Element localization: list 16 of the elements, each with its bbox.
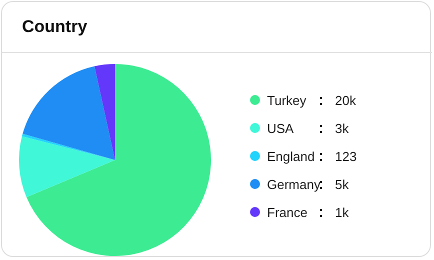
data-label: 123	[335, 148, 357, 164]
pie-slice	[19, 136, 115, 198]
data-label: 3k	[335, 120, 349, 136]
data-label: 5k	[335, 176, 349, 192]
pie-slice	[22, 134, 115, 160]
data-label: 20k	[335, 92, 356, 108]
legend-label: England	[267, 148, 316, 164]
legend-label: USA	[267, 120, 295, 136]
pie-slice	[26, 64, 211, 256]
legend-label: France	[267, 204, 308, 220]
pie-slice	[22, 66, 115, 160]
legend-label: Germany	[267, 176, 320, 192]
data-label: 1k	[335, 204, 349, 220]
legend-label: Turkey	[267, 92, 308, 108]
chart-title: Country	[22, 17, 88, 37]
pie-slice	[94, 64, 115, 160]
